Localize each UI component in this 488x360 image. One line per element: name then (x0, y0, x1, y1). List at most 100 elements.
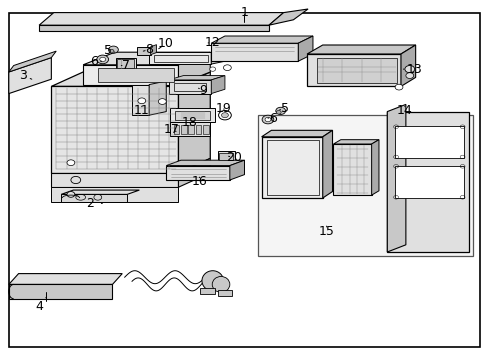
Ellipse shape (202, 271, 223, 291)
Polygon shape (9, 51, 56, 72)
Ellipse shape (109, 49, 114, 53)
Bar (188, 125, 194, 134)
Polygon shape (333, 140, 378, 144)
Polygon shape (149, 52, 211, 64)
Polygon shape (217, 151, 234, 162)
Polygon shape (83, 52, 210, 65)
Polygon shape (39, 25, 268, 31)
Polygon shape (61, 190, 139, 194)
Ellipse shape (67, 192, 75, 197)
Ellipse shape (209, 67, 215, 71)
Ellipse shape (262, 115, 273, 124)
Text: 10: 10 (157, 37, 173, 50)
Text: 16: 16 (191, 175, 207, 188)
Polygon shape (166, 166, 229, 180)
Polygon shape (400, 45, 415, 86)
Polygon shape (61, 194, 127, 202)
Polygon shape (298, 36, 312, 61)
Polygon shape (51, 72, 210, 86)
Polygon shape (386, 112, 468, 252)
Text: 11: 11 (134, 104, 149, 117)
Polygon shape (200, 288, 215, 294)
Polygon shape (261, 137, 322, 198)
Polygon shape (394, 166, 463, 198)
Text: 5: 5 (103, 44, 115, 57)
Polygon shape (83, 65, 178, 85)
Ellipse shape (212, 276, 229, 292)
Text: 19: 19 (216, 102, 231, 115)
Text: 13: 13 (403, 63, 422, 76)
Text: 7: 7 (121, 59, 130, 72)
Polygon shape (211, 43, 298, 61)
Text: 6: 6 (90, 55, 102, 68)
Polygon shape (306, 54, 400, 86)
Polygon shape (211, 36, 312, 43)
Polygon shape (306, 45, 415, 54)
Ellipse shape (158, 99, 166, 104)
Polygon shape (132, 85, 149, 115)
Polygon shape (98, 68, 173, 82)
Polygon shape (386, 104, 405, 252)
Polygon shape (175, 111, 210, 120)
Ellipse shape (71, 176, 81, 184)
Polygon shape (211, 76, 224, 94)
Polygon shape (229, 160, 244, 180)
Polygon shape (333, 144, 371, 195)
Polygon shape (268, 9, 307, 25)
Polygon shape (322, 130, 332, 198)
Text: 4: 4 (35, 297, 46, 313)
Bar (195, 125, 201, 134)
Text: 14: 14 (396, 104, 412, 117)
Text: 9: 9 (198, 84, 206, 97)
Text: 18: 18 (182, 116, 197, 129)
Text: 8: 8 (143, 43, 153, 56)
Bar (258, 115, 472, 256)
Ellipse shape (138, 98, 145, 104)
Polygon shape (371, 140, 378, 195)
Ellipse shape (108, 46, 118, 53)
Polygon shape (51, 86, 178, 173)
Ellipse shape (394, 84, 402, 90)
Polygon shape (316, 58, 396, 83)
Ellipse shape (100, 57, 105, 62)
Ellipse shape (264, 117, 270, 122)
Ellipse shape (404, 66, 414, 73)
Text: 1: 1 (240, 6, 248, 19)
Ellipse shape (223, 65, 231, 71)
Polygon shape (178, 72, 210, 173)
Polygon shape (116, 58, 136, 69)
Bar (181, 125, 186, 134)
Polygon shape (394, 126, 463, 158)
Polygon shape (170, 108, 215, 122)
Polygon shape (178, 158, 210, 187)
Ellipse shape (276, 111, 281, 114)
Polygon shape (9, 284, 112, 299)
Text: 3: 3 (20, 69, 32, 82)
Ellipse shape (275, 107, 285, 114)
Polygon shape (39, 13, 283, 25)
Polygon shape (170, 122, 210, 136)
Polygon shape (117, 59, 134, 68)
Text: 17: 17 (163, 123, 179, 136)
Polygon shape (168, 76, 224, 80)
Ellipse shape (67, 160, 75, 166)
Text: 15: 15 (318, 225, 334, 238)
Polygon shape (149, 81, 166, 115)
Polygon shape (166, 160, 244, 166)
Polygon shape (137, 47, 150, 55)
Text: 6: 6 (267, 112, 276, 125)
Polygon shape (9, 274, 122, 284)
Polygon shape (178, 52, 210, 85)
Bar (203, 125, 208, 134)
Polygon shape (219, 153, 232, 160)
Text: 12: 12 (204, 36, 220, 49)
Text: 5: 5 (279, 102, 288, 115)
Polygon shape (261, 130, 332, 137)
Ellipse shape (97, 55, 108, 64)
Polygon shape (9, 58, 51, 94)
Text: 2: 2 (86, 197, 102, 210)
Polygon shape (211, 50, 224, 64)
Text: 20: 20 (225, 151, 241, 164)
Polygon shape (217, 290, 232, 296)
Polygon shape (51, 187, 178, 202)
